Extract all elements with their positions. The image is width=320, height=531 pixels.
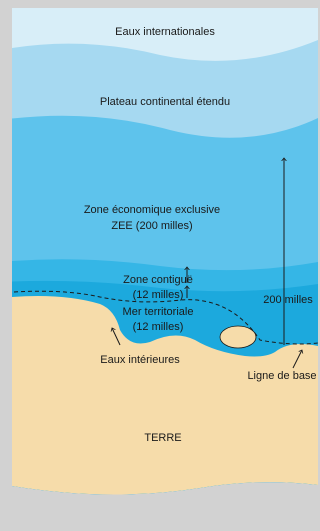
label-zee: ZEE (200 milles) xyxy=(111,220,192,232)
label-contiguous: Zone contiguë xyxy=(123,274,193,286)
label-internal: Eaux intérieures xyxy=(100,354,180,366)
label-baseline: Ligne de base xyxy=(247,370,316,382)
label-territorial: Mer territoriale xyxy=(123,306,194,318)
diagram: Eaux internationales Plateau continental… xyxy=(0,0,318,526)
label-international: Eaux internationales xyxy=(115,26,215,38)
page: Eaux internationales Plateau continental… xyxy=(0,0,318,526)
label-land: TERRE xyxy=(144,432,181,444)
label-zee: Zone économique exclusive xyxy=(84,204,220,216)
panel xyxy=(0,0,318,526)
island xyxy=(220,326,256,348)
label-contiguous: (12 milles) xyxy=(133,289,184,301)
label-distance: 200 milles xyxy=(263,294,313,306)
label-plateau: Plateau continental étendu xyxy=(100,96,230,108)
label-territorial: (12 milles) xyxy=(133,321,184,333)
